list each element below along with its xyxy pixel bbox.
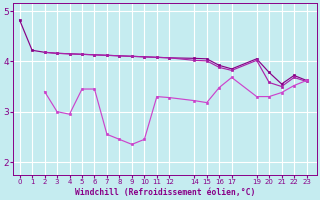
X-axis label: Windchill (Refroidissement éolien,°C): Windchill (Refroidissement éolien,°C)	[75, 188, 255, 197]
